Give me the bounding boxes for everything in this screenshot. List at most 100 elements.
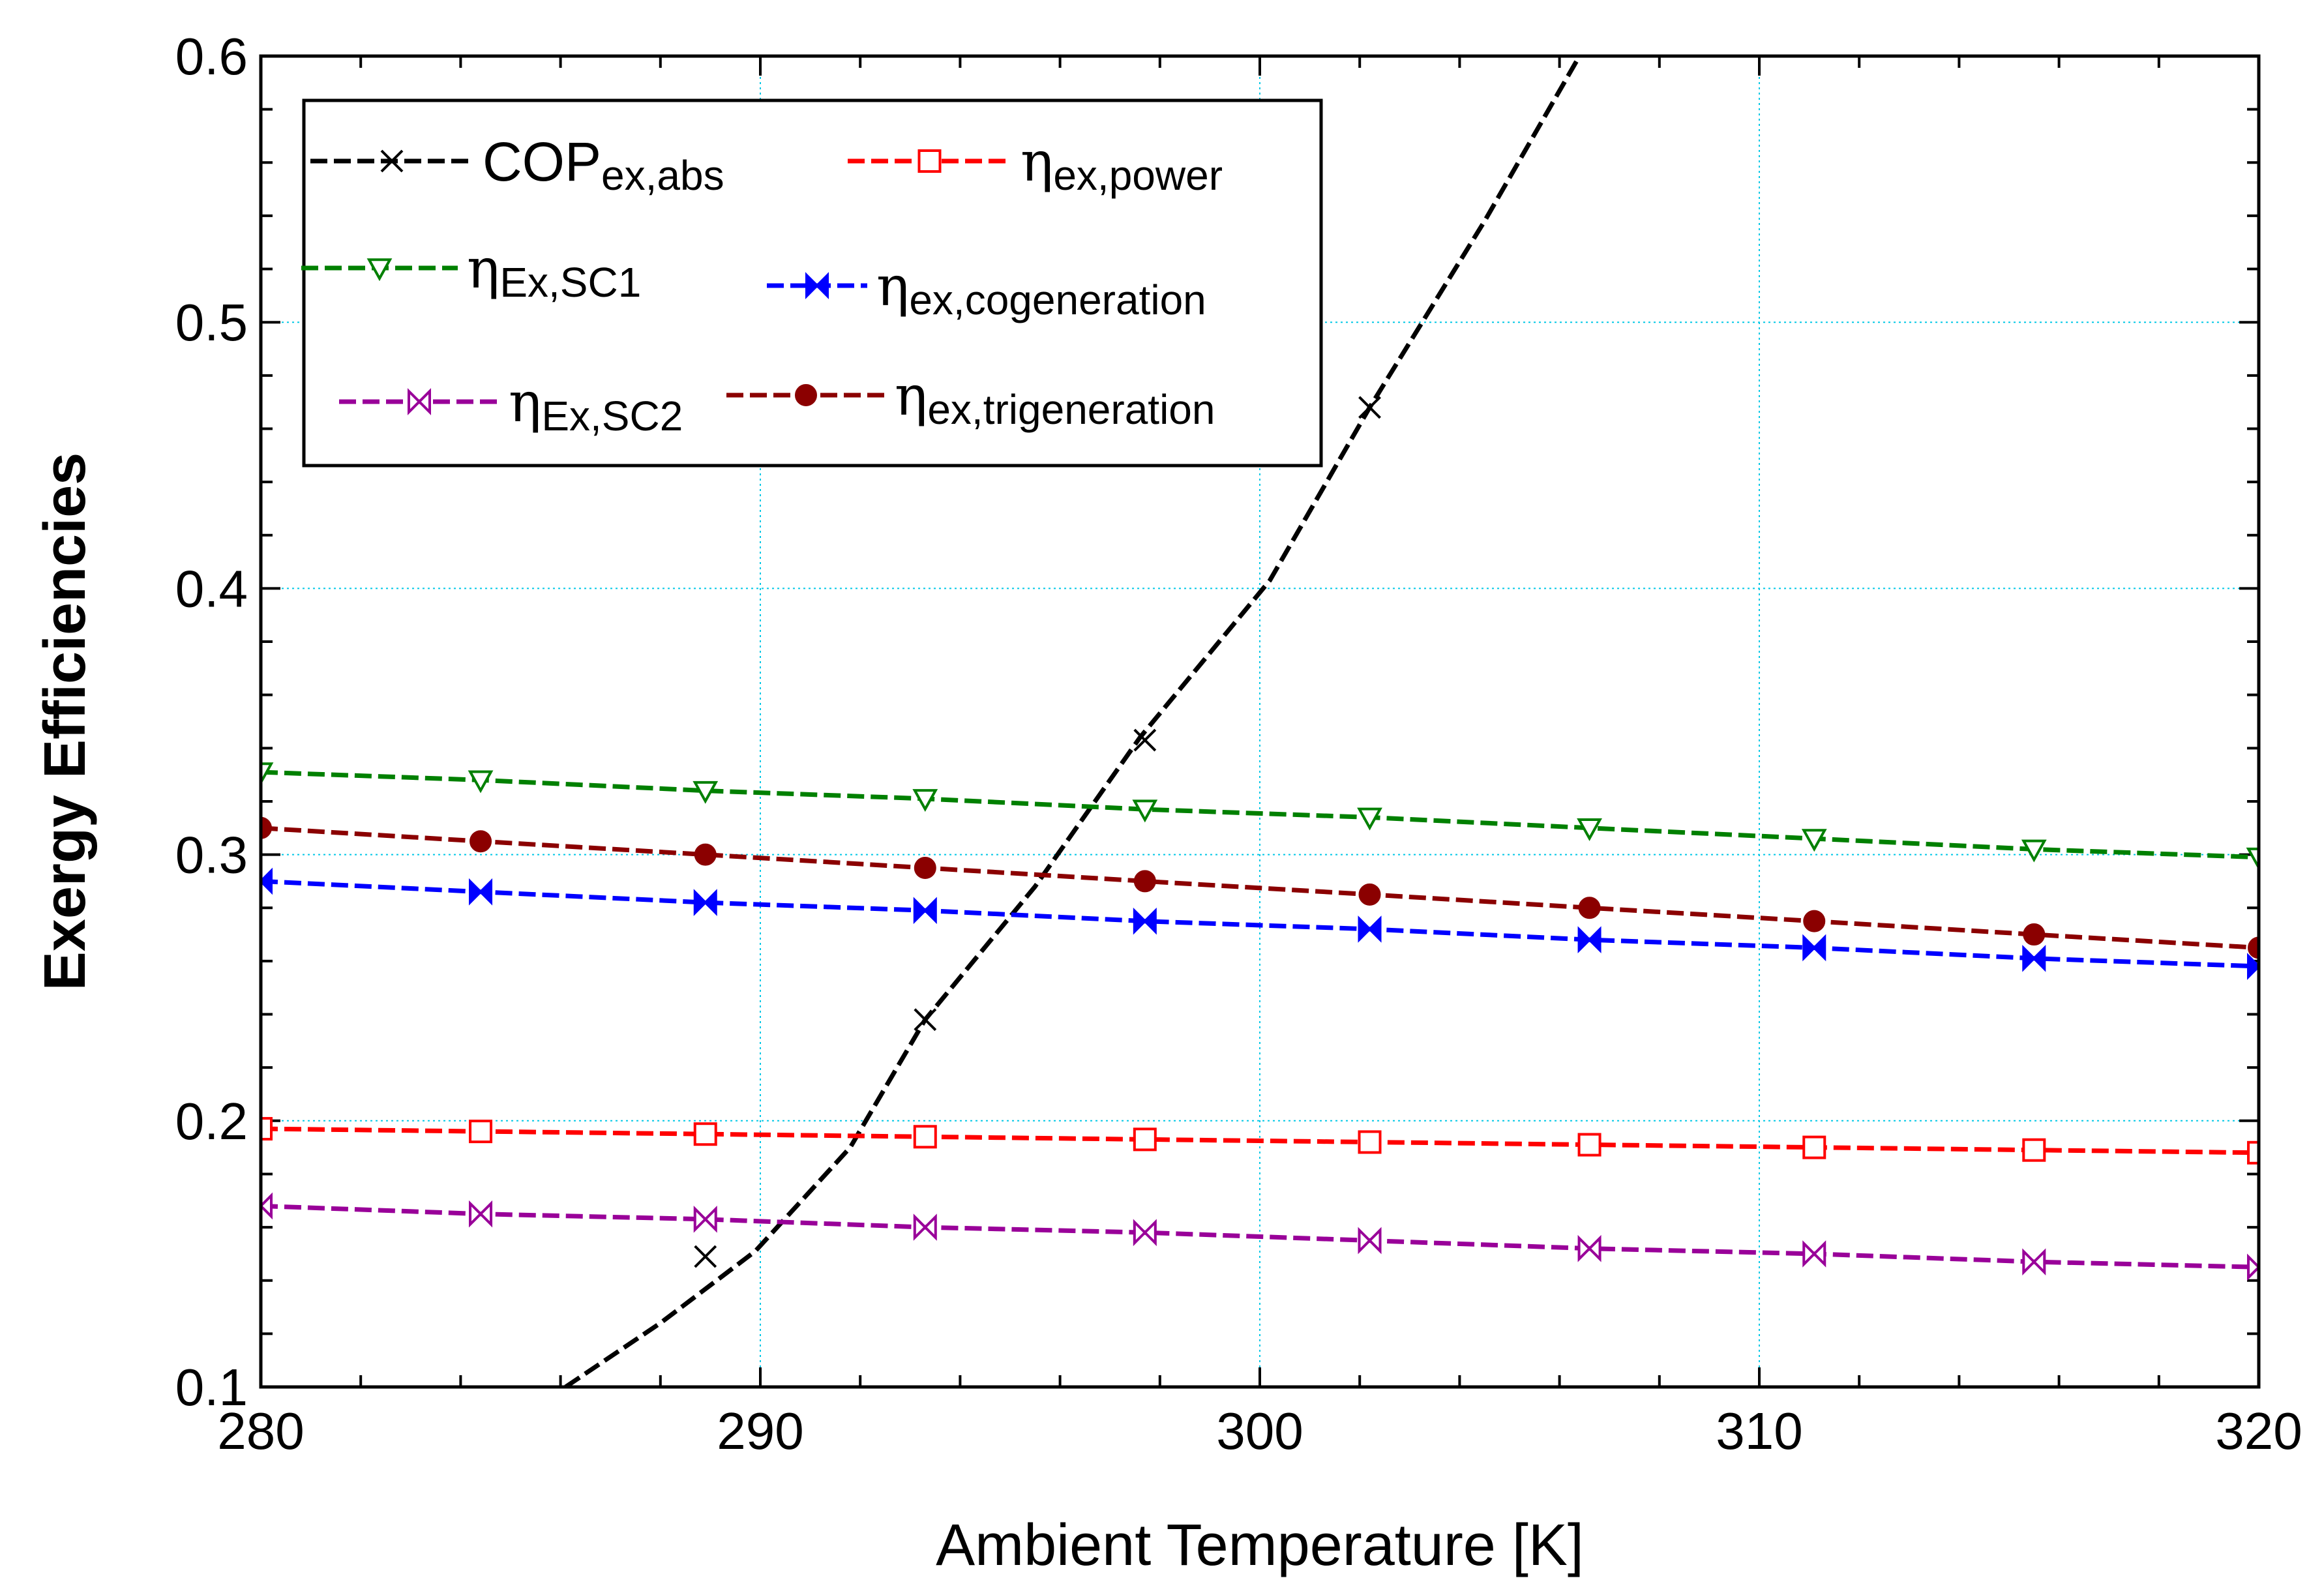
data-point xyxy=(2021,839,2047,863)
data-point xyxy=(1801,829,1827,852)
data-point xyxy=(261,1192,273,1220)
data-point xyxy=(1577,926,1601,954)
legend-label-sub: Ex,SC2 xyxy=(541,393,683,439)
y-tick-label: 0.6 xyxy=(175,27,248,85)
data-point xyxy=(1577,1133,1601,1157)
legend-label-sub: ex,abs xyxy=(601,152,724,199)
legend-label-sub: ex,power xyxy=(1053,152,1223,199)
data-point xyxy=(1802,1240,1826,1268)
data-point xyxy=(912,789,938,812)
series-layer xyxy=(261,56,2259,1387)
data-point xyxy=(2247,1140,2259,1165)
series-4 xyxy=(261,1192,2259,1281)
data-point xyxy=(261,762,274,786)
x-tick-label: 280 xyxy=(217,1402,304,1460)
data-point xyxy=(694,1245,717,1268)
data-point xyxy=(693,1206,717,1233)
data-point xyxy=(1133,1219,1157,1247)
y-tick-label: 0.3 xyxy=(175,826,248,884)
data-point xyxy=(913,1213,937,1241)
data-point xyxy=(1357,807,1382,831)
data-point xyxy=(469,878,493,906)
series-line xyxy=(261,878,2259,969)
data-point xyxy=(693,1122,717,1146)
legend-marker xyxy=(795,384,817,406)
x-tick-label: 320 xyxy=(2215,1402,2302,1460)
data-point xyxy=(2022,1248,2046,1275)
x-axis-title: Ambient Temperature [K] xyxy=(936,1513,1584,1578)
series-0 xyxy=(564,56,1582,1387)
y-tick-label: 0.1 xyxy=(175,1358,248,1416)
legend-label: ηEx,SC2 xyxy=(509,370,683,439)
data-point xyxy=(1133,1127,1157,1152)
data-point xyxy=(468,770,494,794)
data-point xyxy=(1132,799,1158,823)
x-tick-label: 310 xyxy=(1716,1402,1802,1460)
data-point xyxy=(1578,897,1601,919)
legend-label-sub: ex,trigeneration xyxy=(927,386,1215,433)
legend-label-main: COP xyxy=(483,131,601,192)
series-line xyxy=(261,826,2259,950)
data-point xyxy=(914,857,936,880)
data-point xyxy=(1358,1227,1382,1255)
series-line xyxy=(261,1203,2259,1270)
series-1 xyxy=(261,1117,2259,1165)
legend-label: COPex,abs xyxy=(483,131,724,199)
series-line xyxy=(564,56,1582,1387)
legend-label-sub: Ex,SC1 xyxy=(499,259,641,306)
legend-label: ηEx,SC1 xyxy=(467,237,641,306)
legend-label-main: η xyxy=(895,364,927,428)
legend-label: ηex,power xyxy=(1020,130,1223,199)
legend-marker xyxy=(380,149,404,173)
legend-label-main: η xyxy=(509,370,541,434)
legend-label: ηex,cogeneration xyxy=(876,254,1206,323)
legend-item-0: COPex,abs xyxy=(310,131,724,199)
data-point xyxy=(2246,847,2259,871)
legend-label-main: η xyxy=(1020,130,1053,194)
plot-frame xyxy=(259,54,2261,1389)
y-tick-label: 0.5 xyxy=(175,293,248,351)
legend-label-main: η xyxy=(467,237,499,301)
y-tick-label: 0.2 xyxy=(175,1092,248,1150)
series-5 xyxy=(261,816,2259,959)
y-axis-title: Exergy Efficiencies xyxy=(33,453,98,990)
data-point xyxy=(469,1120,493,1144)
data-point xyxy=(2022,944,2046,972)
series-2 xyxy=(261,762,2259,871)
data-point xyxy=(694,843,717,866)
legend-item-2: ηEx,SC1 xyxy=(301,237,641,306)
data-point xyxy=(1358,916,1382,943)
data-point xyxy=(1133,870,1156,893)
data-point xyxy=(913,1125,937,1149)
legend-marker xyxy=(917,149,942,173)
data-point xyxy=(1358,883,1381,906)
legend-item-5: ηex,trigeneration xyxy=(726,364,1215,433)
data-point xyxy=(261,867,273,895)
series-line xyxy=(261,1126,2259,1155)
y-tick-label: 0.4 xyxy=(175,559,248,618)
data-point xyxy=(693,781,719,804)
x-tick-label: 290 xyxy=(717,1402,803,1460)
data-point xyxy=(1802,934,1826,962)
data-point xyxy=(2022,1138,2046,1162)
data-point xyxy=(2023,923,2046,946)
data-point xyxy=(469,830,492,853)
data-point xyxy=(1803,910,1826,932)
data-point xyxy=(2247,953,2259,980)
data-point xyxy=(469,1200,493,1228)
data-point xyxy=(1358,396,1381,419)
data-point xyxy=(1577,1234,1601,1262)
tick-labels: 280 290 300 310 320 0.1 0.2 0.3 0.4 0.5 0.6 xyxy=(175,27,2302,1460)
data-point xyxy=(1133,907,1157,935)
data-point xyxy=(914,1008,937,1032)
series-line xyxy=(261,769,2259,860)
data-point xyxy=(2248,936,2259,959)
series-3 xyxy=(261,867,2259,980)
legend-label-sub: ex,cogeneration xyxy=(909,276,1206,323)
data-point xyxy=(1577,818,1602,841)
legend-item-4: ηEx,SC2 xyxy=(339,370,683,439)
data-point xyxy=(261,816,272,839)
x-tick-label: 300 xyxy=(1216,1402,1303,1460)
legend-item-3: ηex,cogeneration xyxy=(767,254,1206,323)
